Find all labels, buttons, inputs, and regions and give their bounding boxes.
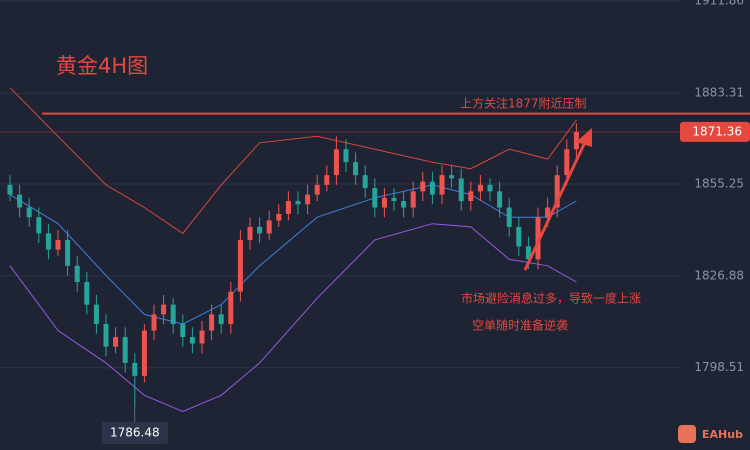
- candle-body: [449, 175, 455, 179]
- candle-body: [333, 149, 339, 176]
- candle-body: [285, 201, 291, 214]
- candle-body: [180, 324, 186, 338]
- candle-body: [103, 324, 109, 347]
- note: 市场避险消息过多，导致一度上涨: [461, 291, 641, 306]
- y-tick-label: 1798.51: [694, 360, 744, 374]
- candle-body: [353, 162, 359, 176]
- band-line: [9, 184, 577, 325]
- candle-body: [45, 233, 51, 250]
- candle-body: [487, 184, 493, 192]
- candle-body: [189, 337, 195, 344]
- candle-body: [439, 175, 445, 195]
- candle-body: [237, 239, 243, 292]
- candle-body: [257, 226, 263, 234]
- candle-body: [132, 362, 138, 376]
- candle-body: [545, 207, 551, 218]
- candle-body: [93, 304, 99, 325]
- last-price-box: [680, 121, 750, 142]
- levels: 1871.36 1786.48: [0, 112, 750, 444]
- candle-body: [247, 226, 253, 240]
- low-price-box: [101, 422, 168, 444]
- candle-body: [151, 314, 157, 331]
- candle-body: [199, 330, 205, 344]
- candle-body: [295, 201, 301, 205]
- candle-body: [122, 337, 128, 363]
- y-tick-label: 1855.25: [694, 177, 744, 191]
- candle-body: [209, 314, 215, 331]
- candle-body: [161, 304, 167, 315]
- candle-body: [372, 188, 378, 208]
- candle-body: [381, 197, 387, 208]
- candle-body: [17, 194, 23, 208]
- candle-body: [7, 184, 13, 195]
- candle-body: [26, 207, 32, 218]
- candle-body: [573, 131, 579, 150]
- chart-title: 黄金4H图: [56, 54, 148, 78]
- candle-body: [401, 201, 407, 208]
- candle-body: [170, 304, 176, 325]
- candle-body: [266, 220, 272, 234]
- candle-body: [420, 181, 426, 192]
- arrow-line: [523, 139, 588, 271]
- candle-body: [305, 194, 311, 205]
- candle-body: [55, 239, 61, 250]
- candle-body: [113, 337, 119, 347]
- candle-body: [218, 314, 224, 325]
- candle-body: [525, 246, 531, 260]
- candle-body: [468, 191, 474, 202]
- candle-body: [36, 217, 42, 234]
- candle-body: [276, 213, 282, 221]
- candle-body: [324, 175, 330, 185]
- band-line: [9, 87, 577, 235]
- y-tick-label: 1826.88: [694, 268, 744, 282]
- low-price-label: 1786.48: [110, 426, 160, 440]
- candle-body: [362, 175, 368, 189]
- note: 空单随时准备逆袭: [472, 318, 568, 333]
- logo-icon: [678, 425, 696, 443]
- candle-body: [535, 217, 541, 260]
- logo: EAHub: [702, 428, 743, 441]
- candle-body: [564, 149, 570, 176]
- y-tick-label: 1883.31: [694, 86, 744, 100]
- band-line: [9, 223, 577, 413]
- candle-body: [458, 178, 464, 202]
- candle-body: [516, 226, 522, 247]
- y-tick-label: 1911.86: [694, 0, 744, 7]
- candle-body: [74, 265, 80, 282]
- candle-body: [65, 239, 71, 266]
- candle-body: [343, 149, 349, 163]
- resistance-note: 上方关注1877附近压制: [460, 96, 587, 111]
- candle-body: [506, 207, 512, 227]
- last-price-label: 1871.36: [692, 124, 742, 138]
- candle-body: [554, 175, 560, 208]
- candle-body: [314, 184, 320, 195]
- candle-body: [141, 330, 147, 376]
- candle-body: [497, 191, 503, 208]
- candle-body: [429, 181, 435, 195]
- candle-body: [410, 191, 416, 208]
- candle-body: [84, 281, 90, 305]
- arrow-head: [576, 128, 592, 147]
- candle-body: [228, 291, 234, 325]
- candles: [7, 123, 579, 407]
- bands: [9, 87, 577, 413]
- candle-body: [477, 184, 483, 192]
- candle-body: [391, 197, 397, 202]
